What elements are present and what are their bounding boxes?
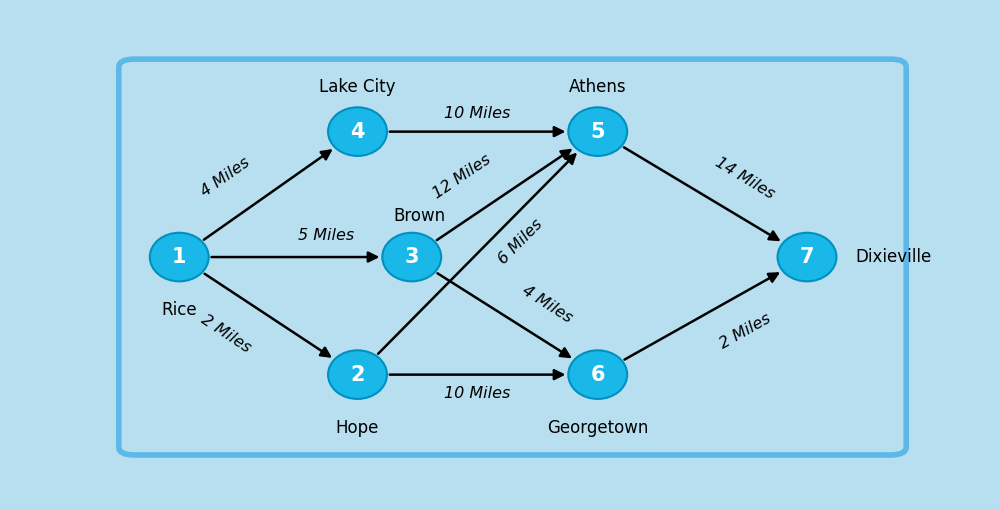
Ellipse shape <box>568 107 627 156</box>
Text: 10 Miles: 10 Miles <box>444 106 511 122</box>
Text: 4: 4 <box>350 122 365 142</box>
Ellipse shape <box>328 107 387 156</box>
Text: 6 Miles: 6 Miles <box>495 216 545 267</box>
Text: 1: 1 <box>172 247 186 267</box>
Text: 5 Miles: 5 Miles <box>298 228 355 243</box>
Text: 6: 6 <box>590 364 605 385</box>
Ellipse shape <box>568 350 627 399</box>
Text: Dixieville: Dixieville <box>856 248 932 266</box>
Text: Athens: Athens <box>569 77 627 96</box>
Text: 10 Miles: 10 Miles <box>444 386 511 401</box>
Text: 7: 7 <box>800 247 814 267</box>
Ellipse shape <box>150 233 209 281</box>
Text: 12 Miles: 12 Miles <box>430 152 494 202</box>
Text: 2 Miles: 2 Miles <box>717 311 773 352</box>
Ellipse shape <box>382 233 441 281</box>
Text: Georgetown: Georgetown <box>547 418 648 437</box>
Text: Lake City: Lake City <box>319 77 396 96</box>
FancyBboxPatch shape <box>119 59 906 455</box>
Text: 14 Miles: 14 Miles <box>713 155 777 202</box>
Text: 5: 5 <box>590 122 605 142</box>
Text: Brown: Brown <box>393 207 446 225</box>
Ellipse shape <box>328 350 387 399</box>
Ellipse shape <box>778 233 836 281</box>
Text: 2 Miles: 2 Miles <box>198 312 253 355</box>
Text: Hope: Hope <box>336 418 379 437</box>
Text: 4 Miles: 4 Miles <box>198 154 253 199</box>
Text: 3: 3 <box>404 247 419 267</box>
Text: 2: 2 <box>350 364 365 385</box>
Text: 4 Miles: 4 Miles <box>520 282 575 325</box>
Text: Rice: Rice <box>161 301 197 319</box>
